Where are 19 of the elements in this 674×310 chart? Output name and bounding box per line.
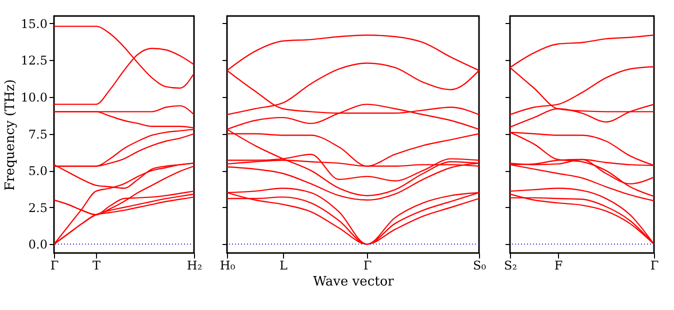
x-tick-label: F — [554, 258, 563, 272]
x-axis-title: Wave vector — [313, 274, 395, 290]
y-tick-label: 5.0 — [28, 164, 48, 178]
x-tick-label: H₂ — [186, 258, 202, 272]
x-tick-label: S₀ — [472, 258, 486, 272]
y-axis-title: Frequency (THz) — [2, 79, 18, 191]
x-tick-label: H₀ — [220, 258, 236, 272]
y-tick-label: 15.0 — [20, 16, 48, 31]
x-tick-label: S₂ — [504, 258, 518, 272]
y-tick-label: 0.0 — [28, 238, 48, 252]
y-tick-label: 12.5 — [20, 54, 48, 68]
x-tick-label: Γ — [650, 258, 659, 272]
y-tick-label: 7.5 — [28, 127, 48, 142]
x-tick-label: L — [280, 258, 288, 272]
x-tick-label: Γ — [50, 258, 59, 272]
y-tick-label: 2.5 — [28, 200, 48, 215]
y-tick-label: 10.0 — [20, 90, 48, 104]
x-tick-label: T — [92, 258, 101, 272]
x-tick-label: Γ — [363, 258, 372, 272]
